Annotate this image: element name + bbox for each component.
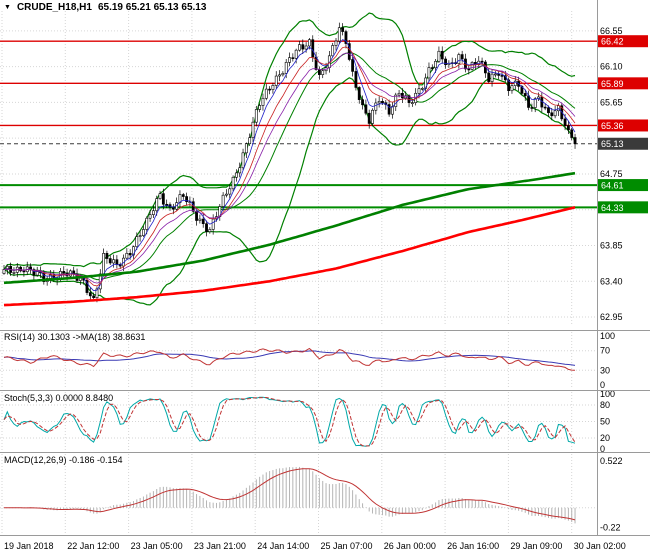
slow-ma-red — [3, 206, 576, 307]
price-level-badge-text: 66.42 — [601, 37, 624, 47]
rsi-scale-tick: 70 — [600, 346, 610, 356]
macd-pane: 0.522 -0.22 — [0, 456, 623, 532]
x-axis-label: 23 Jan 21:00 — [194, 541, 246, 551]
stoch-d-line — [3, 396, 576, 447]
price-level-badge — [598, 35, 648, 48]
candlesticks — [2, 22, 577, 303]
x-axis-label: 24 Jan 14:00 — [257, 541, 309, 551]
x-axis-label: 26 Jan 00:00 — [384, 541, 436, 551]
time-axis: 19 Jan 2018 22 Jan 12:00 23 Jan 05:00 23 Ja… — [4, 541, 626, 551]
rsi-scale-tick: 30 — [600, 365, 610, 375]
price-scale: 66.55 66.10 65.65 64.75 63.85 63.40 62.95 66.42… — [598, 26, 648, 322]
x-axis-label: 26 Jan 16:00 — [447, 541, 499, 551]
rsi-scale-tick: 0 — [600, 380, 605, 390]
chart-menu-arrow-icon[interactable]: ▼ — [4, 4, 11, 11]
rsi-ma-line — [3, 350, 576, 366]
stoch-scale-tick: 80 — [600, 400, 610, 410]
y-axis-tick: 62.95 — [600, 312, 623, 322]
price-level-badge-text: 64.61 — [601, 181, 624, 191]
x-axis-label: 25 Jan 07:00 — [321, 541, 373, 551]
x-axis-label: 29 Jan 09:00 — [510, 541, 562, 551]
macd-scale-tick: 0.522 — [600, 456, 623, 466]
rsi-scale-tick: 100 — [600, 331, 615, 341]
macd-scale-tick: -0.22 — [600, 522, 621, 532]
stoch-scale-tick: 50 — [600, 417, 610, 427]
stoch-scale-tick: 100 — [600, 389, 615, 399]
moving-averages — [3, 39, 576, 307]
rsi-indicator-label: RSI(14) 30.1303 ->MA(18) 38.8631 — [4, 332, 146, 342]
y-axis-tick: 63.40 — [600, 276, 623, 286]
rsi-pane: 100 70 30 0 — [0, 331, 615, 390]
rsi-line — [3, 347, 576, 371]
price-level-badge-text: 65.13 — [601, 139, 624, 149]
price-level-badge-text: 65.36 — [601, 121, 624, 131]
price-level-badge-text: 64.33 — [601, 203, 624, 213]
x-axis-label: 19 Jan 2018 — [4, 541, 54, 551]
x-axis-label: 22 Jan 12:00 — [67, 541, 119, 551]
price-level-badge — [598, 179, 648, 192]
panel-separators — [0, 0, 650, 536]
price-level-badge — [598, 77, 648, 90]
stoch-scale-tick: 0 — [600, 444, 605, 454]
macd-signal-line — [3, 468, 576, 521]
y-axis-tick: 65.65 — [600, 97, 623, 107]
price-level-badge — [598, 119, 648, 132]
slow-ma-green — [3, 171, 576, 285]
y-axis-tick: 64.75 — [600, 169, 623, 179]
price-level-badge — [598, 137, 648, 150]
price-level-badge-text: 65.89 — [601, 79, 624, 89]
stoch-scale-tick: 20 — [600, 433, 610, 443]
y-axis-tick: 66.55 — [600, 26, 623, 36]
y-axis-tick: 63.85 — [600, 240, 623, 250]
y-axis-tick: 66.10 — [600, 62, 623, 72]
stochastic-indicator-label: Stoch(5,3,3) 0.0000 8.8480 — [4, 393, 114, 403]
x-axis-label: 30 Jan 02:00 — [574, 541, 626, 551]
price-level-badge — [598, 201, 648, 214]
macd-indicator-label: MACD(12,26,9) -0.186 -0.154 — [4, 455, 123, 465]
x-axis-label: 23 Jan 05:00 — [131, 541, 183, 551]
